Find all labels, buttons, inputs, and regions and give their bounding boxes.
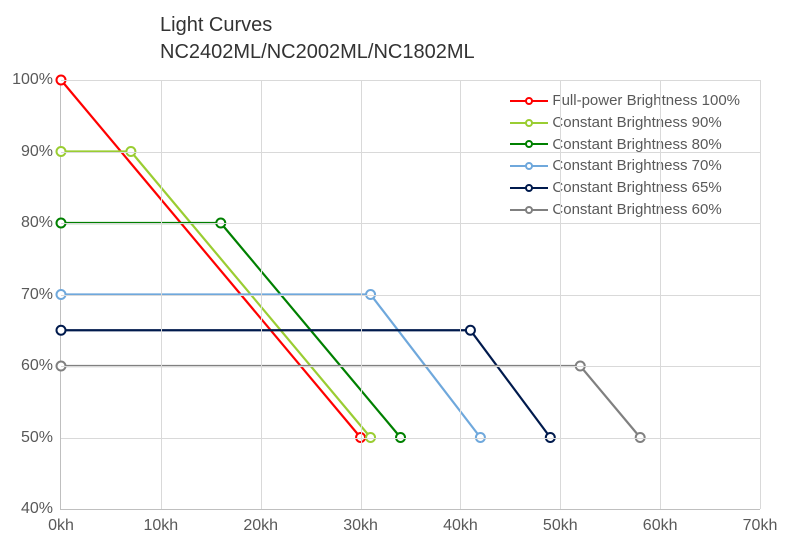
legend-label: Full-power Brightness 100% — [552, 90, 740, 112]
legend-label: Constant Brightness 70% — [552, 155, 721, 177]
legend-item: Constant Brightness 90% — [510, 112, 740, 134]
legend-label: Constant Brightness 65% — [552, 177, 721, 199]
legend-item: Constant Brightness 70% — [510, 155, 740, 177]
gridline-vertical — [760, 80, 761, 509]
legend-swatch — [510, 137, 548, 151]
chart-title: Light Curves NC2402ML/NC2002ML/NC1802ML — [160, 12, 475, 66]
series-marker — [466, 326, 475, 335]
legend-item: Constant Brightness 60% — [510, 199, 740, 221]
legend-item: Full-power Brightness 100% — [510, 90, 740, 112]
gridline-vertical — [460, 80, 461, 509]
x-tick-label: 30kh — [343, 517, 378, 535]
legend-label: Constant Brightness 60% — [552, 199, 721, 221]
x-tick-label: 60kh — [643, 517, 678, 535]
gridline-vertical — [560, 80, 561, 509]
y-tick-label: 40% — [21, 500, 53, 518]
gridline-vertical — [660, 80, 661, 509]
y-tick-label: 50% — [21, 429, 53, 447]
gridline-horizontal — [61, 366, 760, 367]
series-line — [61, 330, 550, 437]
plot-area: Full-power Brightness 100%Constant Brigh… — [60, 80, 760, 510]
legend-label: Constant Brightness 90% — [552, 112, 721, 134]
gridline-horizontal — [61, 295, 760, 296]
x-tick-label: 50kh — [543, 517, 578, 535]
x-tick-label: 10kh — [143, 517, 178, 535]
legend-swatch — [510, 94, 548, 108]
series-line — [61, 80, 361, 438]
legend: Full-power Brightness 100%Constant Brigh… — [510, 90, 740, 221]
legend-swatch — [510, 181, 548, 195]
series-marker — [57, 326, 66, 335]
gridline-vertical — [361, 80, 362, 509]
x-tick-label: 20kh — [243, 517, 278, 535]
x-tick-label: 0kh — [48, 517, 74, 535]
y-tick-label: 90% — [21, 143, 53, 161]
gridline-vertical — [161, 80, 162, 509]
y-tick-label: 80% — [21, 214, 53, 232]
y-tick-label: 70% — [21, 286, 53, 304]
x-tick-label: 70kh — [743, 517, 778, 535]
gridline-vertical — [261, 80, 262, 509]
x-tick-label: 40kh — [443, 517, 478, 535]
gridline-horizontal — [61, 223, 760, 224]
y-tick-label: 60% — [21, 357, 53, 375]
legend-swatch — [510, 116, 548, 130]
chart-title-line2: NC2402ML/NC2002ML/NC1802ML — [160, 39, 475, 66]
y-tick-label: 100% — [12, 71, 53, 89]
legend-swatch — [510, 159, 548, 173]
light-curves-chart: Light Curves NC2402ML/NC2002ML/NC1802ML … — [0, 0, 800, 557]
gridline-horizontal — [61, 152, 760, 153]
gridline-horizontal — [61, 438, 760, 439]
chart-title-line1: Light Curves — [160, 12, 475, 39]
gridline-horizontal — [61, 80, 760, 81]
legend-item: Constant Brightness 65% — [510, 177, 740, 199]
legend-swatch — [510, 203, 548, 217]
